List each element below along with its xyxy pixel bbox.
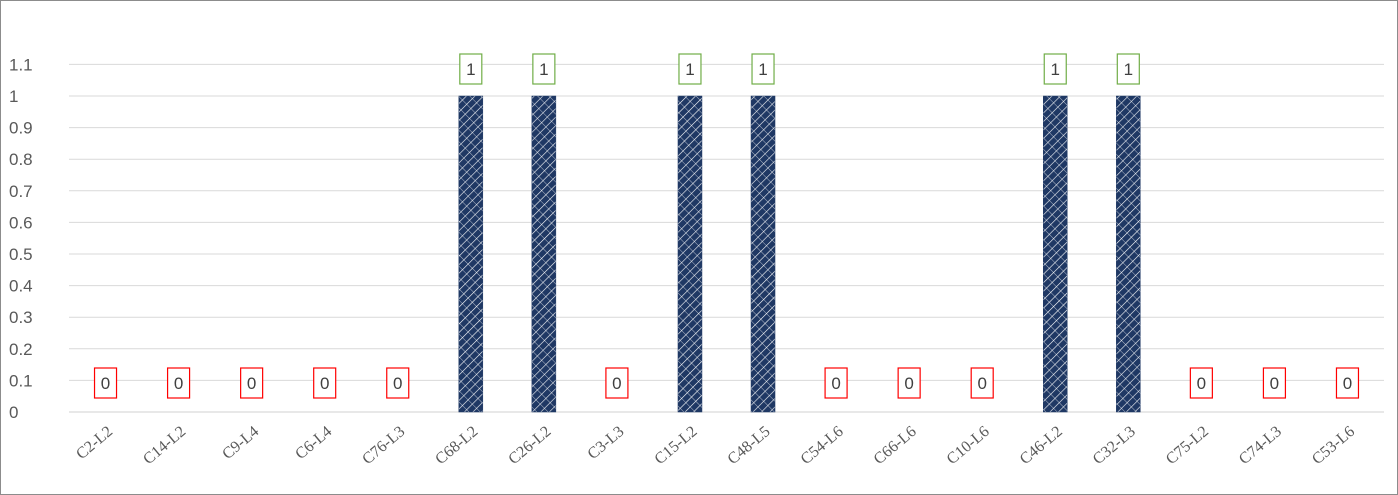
x-tick-label: C68-L2 <box>432 423 481 468</box>
data-label-box <box>824 367 848 399</box>
data-label: 0 <box>1270 374 1279 393</box>
data-label-box <box>1116 53 1140 85</box>
y-tick-label: 0.2 <box>9 340 33 359</box>
data-label-box <box>605 367 629 399</box>
bar-hatch <box>531 96 556 412</box>
x-tick-label: C74-L3 <box>1236 423 1285 468</box>
y-tick-label: 0.5 <box>9 245 33 264</box>
x-tick-label: C53-L6 <box>1309 423 1358 468</box>
data-label: 1 <box>539 60 548 79</box>
data-label-box <box>678 53 702 85</box>
data-label-box <box>970 367 994 399</box>
x-tick-label: C46-L2 <box>1017 423 1066 468</box>
bar-hatch <box>1043 96 1068 412</box>
x-tick-label: C14-L2 <box>140 423 189 468</box>
data-label: 0 <box>1197 374 1206 393</box>
data-label-box <box>1043 53 1067 85</box>
data-label: 1 <box>758 60 767 79</box>
data-label: 0 <box>320 374 329 393</box>
data-label: 0 <box>174 374 183 393</box>
data-label-box <box>532 53 556 85</box>
data-label-box <box>459 53 483 85</box>
data-label-box <box>166 367 191 399</box>
data-label-box <box>386 367 410 399</box>
bar-hatch <box>751 96 776 412</box>
x-tick-label: C26-L2 <box>505 423 554 468</box>
data-label-box <box>93 367 118 399</box>
data-label: 0 <box>904 374 913 393</box>
bar-hatch <box>677 96 702 412</box>
y-tick-label: 0.9 <box>9 119 33 138</box>
data-label: 0 <box>1343 374 1352 393</box>
y-tick-label: 0 <box>9 403 18 422</box>
x-tick-label: C54-L6 <box>798 423 847 468</box>
data-label: 0 <box>247 374 256 393</box>
x-tick-label: C76-L3 <box>359 423 408 468</box>
y-tick-label: 0.7 <box>9 182 33 201</box>
x-tick-label: C66-L6 <box>871 423 920 468</box>
data-label: 1 <box>1124 60 1133 79</box>
y-tick-label: 1 <box>9 87 18 106</box>
x-tick-label: C3-L3 <box>585 423 628 463</box>
x-tick-label: C6-L4 <box>292 423 335 463</box>
data-label-box <box>1189 367 1213 399</box>
data-label-box <box>240 367 264 399</box>
data-label-box <box>313 367 337 399</box>
data-label-box <box>1335 367 1360 399</box>
data-label-box <box>751 53 775 85</box>
data-label: 0 <box>831 374 840 393</box>
x-tick-label: C9-L4 <box>219 423 262 463</box>
data-label: 0 <box>612 374 621 393</box>
x-tick-label: C15-L2 <box>651 423 700 468</box>
data-label: 0 <box>977 374 986 393</box>
data-label: 1 <box>1051 60 1060 79</box>
x-tick-label: C2-L2 <box>73 423 116 463</box>
y-tick-label: 0.4 <box>9 277 33 296</box>
y-tick-label: 0.8 <box>9 150 33 169</box>
data-label: 0 <box>101 374 110 393</box>
data-label-box <box>897 367 921 399</box>
y-tick-label: 0.1 <box>9 371 33 390</box>
x-tick-label: C32-L3 <box>1090 423 1139 468</box>
x-tick-label: C10-L6 <box>944 423 993 468</box>
data-label: 1 <box>685 60 694 79</box>
x-tick-label: C75-L2 <box>1163 423 1212 468</box>
x-tick-label: C48-L5 <box>725 423 774 468</box>
bar-hatch <box>458 96 483 412</box>
bar-hatch <box>1116 96 1141 412</box>
data-label: 1 <box>466 60 475 79</box>
data-label: 0 <box>393 374 402 393</box>
y-tick-label: 0.6 <box>9 213 33 232</box>
data-label-box <box>1262 367 1287 399</box>
y-tick-label: 1.1 <box>9 55 33 74</box>
y-tick-label: 0.3 <box>9 308 33 327</box>
